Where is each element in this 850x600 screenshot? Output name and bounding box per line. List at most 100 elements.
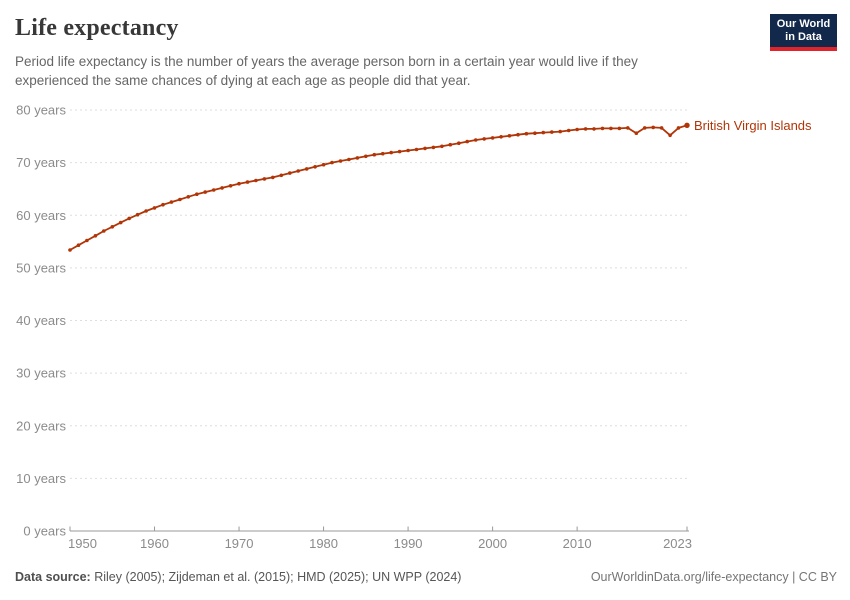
data-point[interactable]	[271, 175, 275, 180]
y-axis-tick-label: 50 years	[16, 260, 66, 275]
owid-url-link[interactable]: OurWorldinData.org/life-expectancy | CC …	[590, 570, 837, 584]
data-point[interactable]	[490, 136, 495, 140]
x-axis-tick-label: 1980	[309, 536, 338, 551]
data-point[interactable]	[279, 173, 284, 178]
data-point[interactable]	[465, 139, 470, 144]
y-axis-tick-label: 0 years	[23, 524, 66, 539]
data-point[interactable]	[85, 238, 89, 243]
data-point[interactable]	[533, 131, 537, 135]
series-end-point[interactable]	[684, 122, 690, 128]
series-label[interactable]: British Virgin Islands	[694, 118, 812, 133]
y-axis-tick-label: 80 years	[16, 103, 66, 118]
series-line[interactable]	[69, 124, 688, 251]
data-point[interactable]	[211, 188, 216, 192]
data-point[interactable]	[414, 147, 419, 152]
data-point[interactable]	[144, 209, 148, 213]
data-point[interactable]	[507, 134, 512, 138]
y-axis-tick-label: 30 years	[16, 366, 66, 381]
data-point[interactable]	[634, 131, 639, 135]
data-point[interactable]	[389, 150, 394, 155]
owid-logo-line1: Our World	[776, 18, 831, 30]
owid-logo-line2: in Data	[785, 31, 822, 43]
data-point[interactable]	[237, 181, 241, 186]
y-axis-tick-label: 20 years	[16, 418, 66, 433]
x-axis-tick-label: 2000	[478, 536, 507, 551]
data-point[interactable]	[321, 162, 326, 167]
data-point[interactable]	[152, 206, 157, 210]
data-point[interactable]	[609, 126, 613, 131]
chart-footer: Data source: Riley (2005); Zijdeman et a…	[0, 570, 850, 592]
x-axis-tick-label: 1950	[68, 536, 97, 551]
data-point[interactable]	[482, 137, 487, 141]
data-point[interactable]	[600, 126, 605, 131]
data-point[interactable]	[262, 177, 267, 181]
data-point[interactable]	[220, 186, 224, 190]
data-point[interactable]	[135, 212, 140, 217]
data-point[interactable]	[575, 127, 579, 132]
data-point[interactable]	[186, 195, 191, 199]
data-point[interactable]	[440, 144, 444, 149]
x-axis-tick-label: 2010	[563, 536, 592, 551]
data-point[interactable]	[651, 125, 655, 130]
data-point[interactable]	[304, 167, 309, 171]
data-point[interactable]	[288, 171, 292, 175]
data-point[interactable]	[245, 180, 250, 184]
data-point[interactable]	[76, 243, 81, 247]
data-point[interactable]	[406, 148, 410, 153]
data-point[interactable]	[110, 225, 115, 229]
data-point[interactable]	[127, 216, 131, 221]
chart-subtitle: Period life expectancy is the number of …	[15, 54, 638, 89]
data-point[interactable]	[626, 126, 630, 130]
data-point[interactable]	[524, 131, 529, 136]
data-source-list: Riley (2005); Zijdeman et al. (2015); HM…	[90, 570, 462, 584]
data-point[interactable]	[228, 184, 233, 188]
data-point[interactable]	[473, 138, 478, 142]
data-point[interactable]	[296, 169, 301, 173]
data-point[interactable]	[254, 178, 258, 183]
data-point[interactable]	[195, 192, 199, 196]
data-point[interactable]	[364, 154, 368, 159]
data-point[interactable]	[566, 128, 571, 133]
data-point[interactable]	[668, 133, 672, 138]
data-point[interactable]	[169, 200, 174, 204]
data-point[interactable]	[499, 135, 503, 139]
page-title: Life expectancy	[15, 15, 179, 41]
data-point[interactable]	[102, 229, 106, 233]
data-point[interactable]	[347, 157, 351, 162]
data-point[interactable]	[68, 248, 72, 252]
data-point[interactable]	[93, 234, 98, 238]
data-point[interactable]	[550, 130, 554, 134]
data-point[interactable]	[423, 146, 427, 151]
data-point[interactable]	[397, 149, 402, 154]
data-point[interactable]	[380, 151, 385, 156]
data-point[interactable]	[617, 126, 622, 131]
y-axis-tick-label: 40 years	[16, 313, 66, 328]
data-point[interactable]	[516, 132, 520, 137]
data-point[interactable]	[448, 142, 453, 147]
data-point[interactable]	[118, 220, 123, 225]
data-point[interactable]	[161, 202, 165, 207]
data-point[interactable]	[313, 165, 317, 169]
data-point[interactable]	[372, 152, 377, 157]
x-axis-tick-label: 2023	[663, 536, 692, 551]
data-point[interactable]	[330, 160, 334, 165]
data-point[interactable]	[541, 130, 546, 135]
owid-logo-accent-bar	[770, 47, 837, 51]
data-point[interactable]	[558, 129, 562, 134]
data-point[interactable]	[338, 159, 343, 163]
x-axis-tick-label: 1970	[225, 536, 254, 551]
data-point[interactable]	[592, 127, 596, 131]
data-point[interactable]	[457, 141, 461, 145]
data-point[interactable]	[659, 126, 664, 130]
data-point[interactable]	[178, 197, 182, 202]
data-point[interactable]	[431, 145, 436, 150]
x-axis-tick-label: 1960	[140, 536, 169, 551]
owid-logo[interactable]: Our World in Data	[770, 14, 837, 51]
data-point[interactable]	[355, 156, 360, 160]
data-point[interactable]	[583, 127, 588, 131]
data-point[interactable]	[676, 126, 681, 130]
data-point[interactable]	[642, 126, 647, 130]
data-point[interactable]	[203, 190, 207, 194]
